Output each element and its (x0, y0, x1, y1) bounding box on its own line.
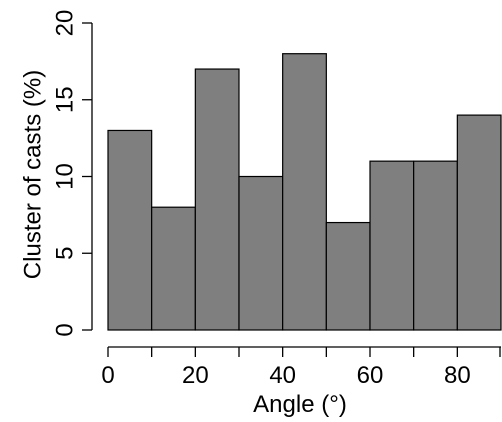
x-tick-label: 40 (269, 362, 296, 389)
x-axis: 0 20 40 60 80 (101, 346, 501, 389)
histogram-bar (456, 114, 502, 331)
y-tick-label: 20 (51, 10, 78, 37)
histogram-bar (194, 68, 240, 331)
y-tick-label: 0 (51, 323, 78, 336)
histogram-bar (151, 206, 196, 331)
bars-group (107, 53, 502, 331)
x-tick-label: 80 (444, 362, 471, 389)
y-axis-title: Cluster of casts (%) (19, 70, 46, 279)
histogram-bar (325, 221, 371, 331)
histogram-bar (413, 160, 458, 331)
histogram-bar (282, 53, 327, 331)
y-tick-label: 15 (51, 86, 78, 113)
x-axis-title: Angle (°) (253, 391, 347, 418)
histogram-bar (238, 175, 284, 331)
y-tick-label: 10 (51, 163, 78, 190)
histogram-bar (369, 160, 415, 331)
histogram-bar (107, 129, 153, 331)
y-axis: 0 5 10 15 20 (51, 10, 93, 337)
x-tick-label: 0 (101, 362, 114, 389)
x-tick-label: 60 (357, 362, 384, 389)
x-tick-label: 20 (182, 362, 209, 389)
y-tick-label: 5 (51, 247, 78, 260)
